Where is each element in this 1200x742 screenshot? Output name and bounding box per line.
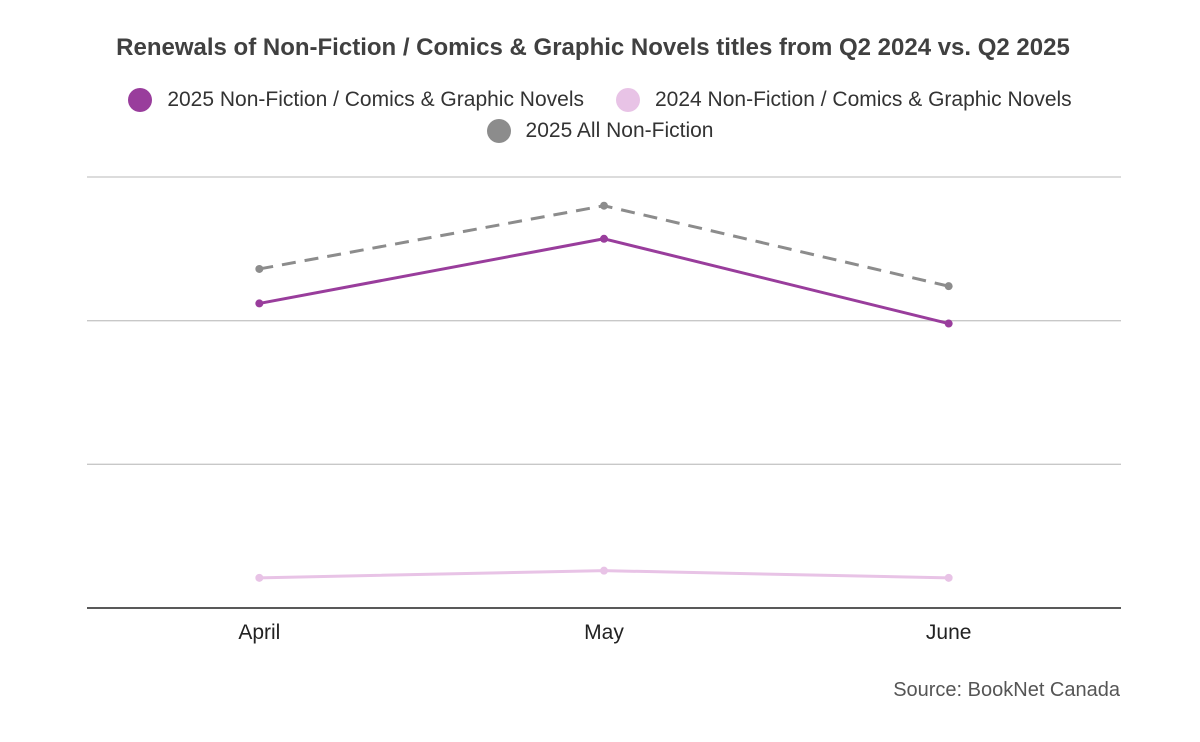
legend-label-2025-comics: 2025 Non-Fiction / Comics & Graphic Nove…	[167, 88, 584, 111]
x-tick-label: May	[584, 621, 624, 644]
data-point	[600, 566, 608, 575]
x-tick-label: June	[926, 621, 972, 644]
legend-item-2025-all-nonfiction: 2025 All Non-Fiction	[486, 119, 714, 143]
data-point	[944, 573, 953, 582]
source-note: Source: BookNet Canada	[893, 679, 1120, 701]
data-point	[944, 282, 953, 291]
legend-row-2: 2025 All Non-Fiction	[0, 119, 1200, 143]
legend-swatch-2025-comics	[128, 88, 153, 112]
data-point	[944, 319, 953, 328]
chart-title: Renewals of Non-Fiction / Comics & Graph…	[116, 34, 1070, 61]
legend-swatch-2024-comics	[616, 88, 640, 112]
data-point	[600, 234, 608, 243]
legend-item-2024-comics: 2024 Non-Fiction / Comics & Graphic Nove…	[616, 88, 1072, 112]
series-line	[259, 204, 950, 288]
x-tick-label: April	[238, 621, 280, 644]
data-point	[255, 264, 264, 273]
legend-item-2025-comics: 2025 Non-Fiction / Comics & Graphic Nove…	[128, 88, 584, 112]
data-point	[255, 299, 264, 308]
data-point	[600, 201, 608, 210]
legend-label-2024-comics: 2024 Non-Fiction / Comics & Graphic Nove…	[655, 88, 1072, 111]
legend-label-2025-all-nonfiction: 2025 All Non-Fiction	[525, 119, 714, 142]
data-point	[255, 573, 264, 582]
legend-swatch-2025-all-nonfiction	[486, 119, 511, 143]
legend: 2025 Non-Fiction / Comics & Graphic Nove…	[0, 88, 1200, 112]
